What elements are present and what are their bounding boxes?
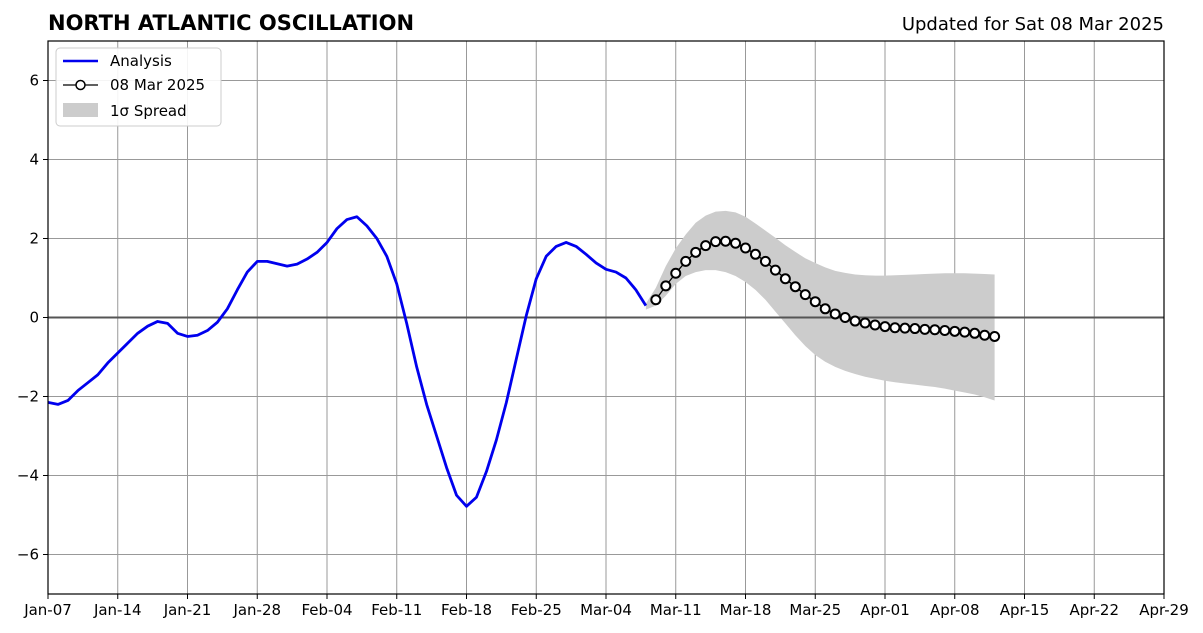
forecast-point bbox=[730, 237, 742, 249]
forecast-point bbox=[680, 255, 692, 267]
legend-analysis-label: Analysis bbox=[110, 52, 172, 70]
chart-title: NORTH ATLANTIC OSCILLATION bbox=[48, 11, 414, 35]
legend-forecast-label: 08 Mar 2025 bbox=[110, 76, 205, 94]
forecast-point bbox=[899, 322, 911, 334]
forecast-point bbox=[650, 294, 662, 306]
forecast-point bbox=[869, 319, 881, 331]
forecast-point bbox=[859, 317, 871, 329]
forecast-point bbox=[889, 322, 901, 334]
x-tick-label: Feb-25 bbox=[511, 601, 562, 619]
series bbox=[47, 215, 1001, 508]
analysis-line bbox=[47, 215, 648, 508]
forecast-point bbox=[749, 248, 761, 260]
x-tick-label: Feb-11 bbox=[371, 601, 422, 619]
forecast-point bbox=[989, 330, 1001, 342]
forecast-point bbox=[949, 325, 961, 337]
x-tick-label: Apr-15 bbox=[1000, 601, 1050, 619]
forecast-point bbox=[799, 289, 811, 301]
legend-spread-label: 1σ Spread bbox=[110, 102, 187, 120]
y-tick-label: 6 bbox=[29, 72, 39, 90]
chart-subtitle: Updated for Sat 08 Mar 2025 bbox=[902, 14, 1164, 35]
x-axis: Jan-07 Jan-14 Jan-21 Jan-28 Feb-04 Feb-11 Feb-… bbox=[23, 594, 1189, 619]
x-tick-label: Apr-01 bbox=[860, 601, 910, 619]
forecast-point bbox=[919, 323, 931, 335]
forecast-point bbox=[660, 280, 672, 292]
y-tick-label: −4 bbox=[17, 467, 39, 485]
forecast-point bbox=[819, 303, 831, 315]
x-tick-label: Jan-21 bbox=[163, 601, 212, 619]
forecast-point bbox=[670, 267, 682, 279]
legend-spread-swatch bbox=[63, 103, 98, 117]
forecast-point bbox=[720, 235, 732, 247]
x-tick-label: Mar-25 bbox=[789, 601, 841, 619]
x-tick-label: Jan-28 bbox=[232, 601, 281, 619]
forecast-point bbox=[690, 246, 702, 258]
forecast-point bbox=[829, 308, 841, 320]
forecast-point bbox=[779, 273, 791, 285]
legend: Analysis 08 Mar 2025 1σ Spread bbox=[55, 47, 222, 127]
x-tick-label: Apr-22 bbox=[1070, 601, 1120, 619]
forecast-point bbox=[740, 242, 751, 254]
x-tick-label: Jan-14 bbox=[93, 601, 142, 619]
forecast-point bbox=[979, 329, 991, 341]
forecast-point bbox=[849, 315, 861, 327]
y-tick-label: −2 bbox=[17, 388, 39, 406]
y-tick-label: 0 bbox=[29, 309, 39, 327]
forecast-point bbox=[909, 323, 921, 335]
forecast-point bbox=[879, 321, 891, 333]
y-tick-label: 4 bbox=[29, 151, 39, 169]
x-tick-label: Apr-29 bbox=[1139, 601, 1189, 619]
forecast-point bbox=[710, 236, 722, 248]
x-tick-label: Apr-08 bbox=[930, 601, 980, 619]
y-tick-label: 2 bbox=[29, 230, 39, 248]
forecast-point bbox=[759, 255, 771, 267]
y-axis: −6 −4 −2 0 2 4 6 bbox=[17, 72, 48, 564]
legend-forecast-marker bbox=[75, 79, 86, 91]
x-tick-label: Mar-18 bbox=[720, 601, 772, 619]
forecast-point bbox=[789, 281, 801, 293]
forecast-point bbox=[929, 324, 941, 336]
forecast-point bbox=[839, 312, 851, 323]
x-tick-label: Feb-18 bbox=[441, 601, 492, 619]
x-tick-label: Jan-07 bbox=[23, 601, 72, 619]
forecast-point bbox=[959, 326, 971, 338]
forecast-point bbox=[769, 264, 781, 276]
forecast-point bbox=[700, 240, 712, 252]
x-tick-label: Mar-11 bbox=[650, 601, 702, 619]
y-tick-label: −6 bbox=[17, 546, 39, 564]
forecast-point bbox=[809, 296, 821, 308]
forecast-point bbox=[969, 327, 981, 339]
x-tick-label: Mar-04 bbox=[580, 601, 632, 619]
forecast-point bbox=[939, 325, 951, 337]
x-tick-label: Feb-04 bbox=[301, 601, 352, 619]
